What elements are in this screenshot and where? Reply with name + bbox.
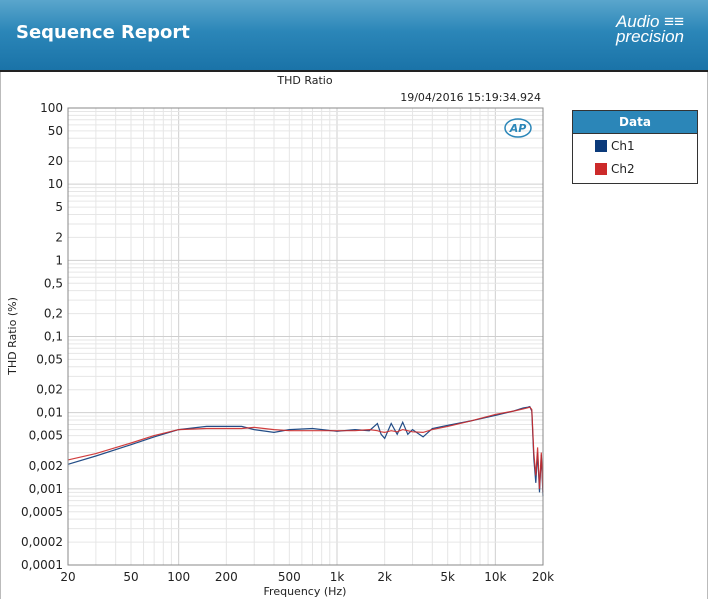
y-axis-label: THD Ratio (%) <box>6 297 19 376</box>
ap-watermark-icon: AP <box>504 118 532 138</box>
legend-item-ch2[interactable]: Ch2 <box>573 157 697 180</box>
chart-title: THD Ratio <box>276 74 332 87</box>
y-tick-label: 0,5 <box>44 276 63 290</box>
report-title: Sequence Report <box>16 22 190 43</box>
legend-label: Ch1 <box>611 138 635 153</box>
series-ch2-line <box>67 406 544 493</box>
x-tick-label: 2k <box>377 570 392 584</box>
y-tick-label: 2 <box>55 230 63 244</box>
y-tick-label: 0,02 <box>36 383 63 397</box>
y-tick-label: 0,05 <box>36 352 63 366</box>
x-tick-label: 5k <box>440 570 455 584</box>
x-axis-label: Frequency (Hz) <box>264 585 347 598</box>
y-tick-label: 1 <box>55 253 63 267</box>
x-tick-label: 500 <box>278 570 301 584</box>
y-tick-label: 0,0002 <box>21 535 63 549</box>
y-tick-label: 50 <box>48 124 63 138</box>
y-tick-label: 10 <box>48 177 63 191</box>
x-tick-label: 100 <box>167 570 190 584</box>
grid <box>67 108 544 566</box>
ch2-swatch <box>595 162 607 175</box>
x-tick-label: 20k <box>532 570 554 584</box>
series-lines <box>67 405 544 497</box>
legend-item-ch1[interactable]: Ch1 <box>573 134 697 157</box>
x-tick-label: 20 <box>60 570 75 584</box>
tick-labels: 20 50 100 200 500 1k 2k 5k 10k 20k 100 50 20 10 5 2 1 0,5… <box>21 101 554 584</box>
x-tick-label: 10k <box>484 570 506 584</box>
y-tick-label: 100 <box>40 101 63 115</box>
report-header: Sequence Report Audio ≡≡ precision <box>0 0 708 72</box>
svg-text:AP: AP <box>509 122 527 135</box>
y-tick-label: 0,01 <box>36 406 63 420</box>
y-tick-label: 5 <box>55 200 63 214</box>
y-tick-label: 0,002 <box>29 459 63 473</box>
legend-label: Ch2 <box>611 161 635 176</box>
ch1-swatch <box>595 139 607 152</box>
legend: Data Ch1 Ch2 <box>572 110 698 184</box>
legend-title: Data <box>573 111 697 134</box>
y-tick-label: 0,005 <box>29 429 63 443</box>
x-tick-label: 1k <box>330 570 345 584</box>
plot-area-border <box>67 107 544 566</box>
y-tick-label: 0,0001 <box>21 558 63 572</box>
x-tick-label: 200 <box>215 570 238 584</box>
y-tick-label: 0,001 <box>29 482 63 496</box>
x-tick-label: 50 <box>123 570 138 584</box>
y-tick-label: 0,2 <box>44 307 63 321</box>
y-tick-label: 0,1 <box>44 330 63 344</box>
y-tick-label: 0,0005 <box>21 505 63 519</box>
y-tick-label: 20 <box>48 154 63 168</box>
chart-timestamp: 19/04/2016 15:19:34.924 <box>400 91 541 104</box>
audio-precision-logo: Audio ≡≡ precision <box>615 12 684 46</box>
